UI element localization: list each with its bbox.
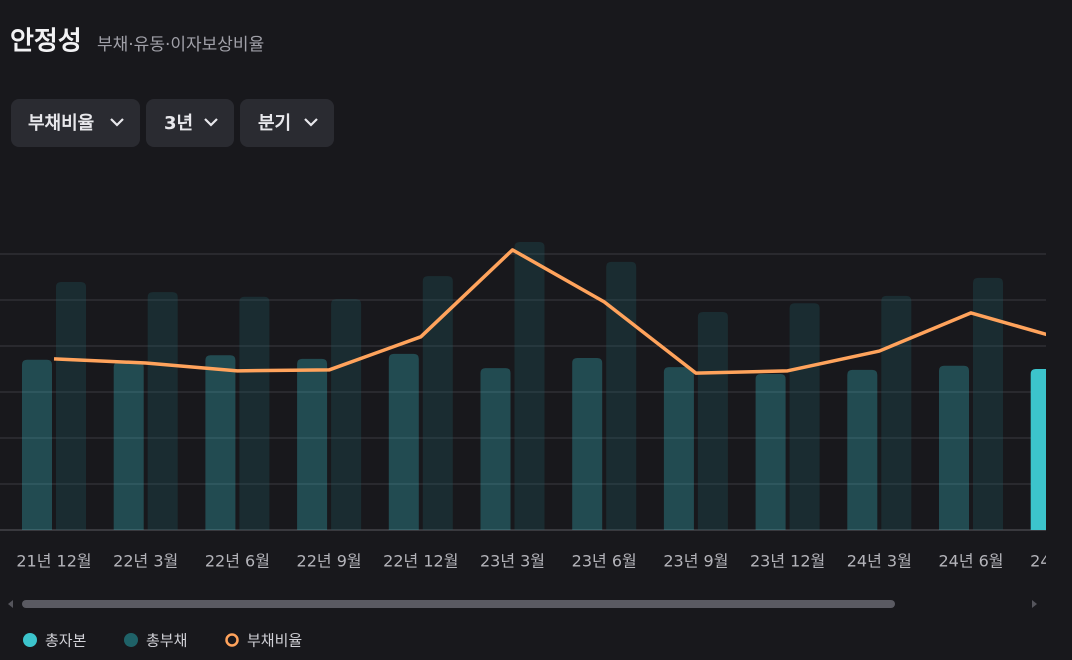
filter-button[interactable]: 분기 xyxy=(240,99,334,147)
x-tick-label: 22년 6월 xyxy=(205,552,270,571)
bar xyxy=(331,299,362,530)
button-label: 분기 xyxy=(258,113,291,134)
bar xyxy=(881,295,912,530)
bar xyxy=(388,353,419,530)
x-tick-label: 24년 6월 xyxy=(938,552,1003,571)
x-tick-label: 23년 12월 xyxy=(750,552,825,571)
bar xyxy=(56,282,86,530)
bar xyxy=(847,369,878,530)
bar xyxy=(239,296,270,530)
button-bg xyxy=(11,99,140,147)
bar xyxy=(697,311,728,530)
x-tick-label: 22년 3월 xyxy=(113,552,178,571)
legend-label: 부채비율 xyxy=(247,632,302,650)
scrollbar[interactable] xyxy=(8,600,1037,608)
bar xyxy=(755,374,786,530)
x-tick-label: 23년 9월 xyxy=(663,552,728,571)
legend-swatch xyxy=(225,633,239,647)
bar xyxy=(297,358,328,530)
button-bg xyxy=(240,99,334,147)
bar xyxy=(606,261,637,530)
bar xyxy=(939,365,969,530)
bar xyxy=(1030,369,1046,530)
page-title: 안정성 xyxy=(10,27,82,57)
x-tick-label: 24년 9월 xyxy=(1030,552,1072,571)
chevron xyxy=(204,118,218,127)
bar xyxy=(422,276,453,530)
page-subtitle: 부채·유동·이자보상비율 xyxy=(97,35,264,55)
button-label: 3년 xyxy=(164,113,193,134)
x-tick-label: 21년 12월 xyxy=(16,552,91,571)
bar xyxy=(480,368,511,530)
legend: 총자본 총부채 부채비율 xyxy=(23,632,302,650)
bar xyxy=(147,292,178,530)
chevron xyxy=(304,118,318,127)
legend-label: 총자본 xyxy=(45,632,86,650)
bar xyxy=(572,357,603,530)
bar xyxy=(663,367,694,530)
x-tick-label: 23년 6월 xyxy=(572,552,637,571)
legend-label: 총부채 xyxy=(146,632,187,650)
legend-swatch xyxy=(124,633,138,647)
x-tick-label: 23년 3월 xyxy=(480,552,545,571)
bar xyxy=(113,362,144,530)
plot: 21년 12월 22년 3월 22년 6월 22년 9월 22년 12월 23년 3월 23… xyxy=(0,242,1072,571)
bar xyxy=(205,355,236,530)
bar xyxy=(22,359,52,530)
filter-button[interactable]: 3년 xyxy=(146,99,234,147)
scroll-left xyxy=(8,600,13,608)
x-tick-label: 24년 3월 xyxy=(847,552,912,571)
scroll-right xyxy=(1032,600,1037,608)
x-tick-label: 22년 9월 xyxy=(297,552,362,571)
chevron xyxy=(110,118,124,127)
line xyxy=(53,248,1046,375)
bar xyxy=(973,277,1003,530)
button-label: 부채비율 xyxy=(28,113,94,134)
filter-button[interactable]: 부채비율 xyxy=(11,99,140,147)
bar xyxy=(789,303,820,530)
bar xyxy=(514,242,545,531)
legend-swatch xyxy=(23,633,37,647)
x-tick-label: 22년 12월 xyxy=(383,552,458,571)
button-bg xyxy=(146,99,234,147)
scroll-thumb xyxy=(22,600,895,608)
